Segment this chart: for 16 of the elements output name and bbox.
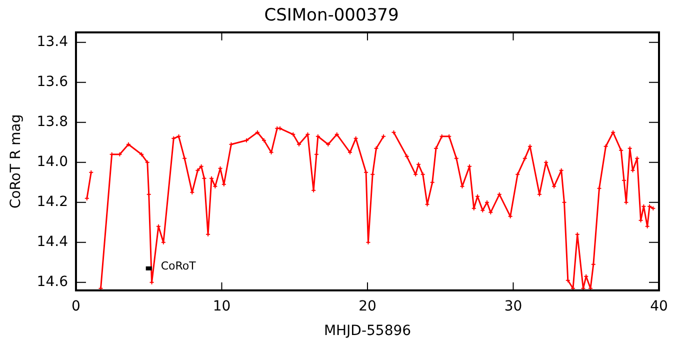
y-axis-title: CoRoT R mag xyxy=(8,114,24,209)
y-tick-label: 14.4 xyxy=(36,234,68,250)
y-tick-label: 13.4 xyxy=(36,34,68,50)
y-tick-label: 14.0 xyxy=(36,154,68,170)
annotation: CoRoT xyxy=(160,259,196,272)
y-tick-label: 14.2 xyxy=(36,194,68,210)
x-tick-label: 20 xyxy=(358,298,376,314)
x-tick-label: 30 xyxy=(504,298,522,314)
x-axis-title: MHJD-55896 xyxy=(324,323,412,340)
y-tick-label: 13.8 xyxy=(36,114,68,130)
chart-title: CSIMon-000379 xyxy=(264,6,399,26)
x-tick-label: 0 xyxy=(72,298,80,314)
x-tick-label: 40 xyxy=(650,298,668,314)
y-tick-label: 13.6 xyxy=(36,74,68,90)
x-tick-label: 10 xyxy=(212,298,231,314)
y-tick-label: 14.6 xyxy=(36,274,68,290)
